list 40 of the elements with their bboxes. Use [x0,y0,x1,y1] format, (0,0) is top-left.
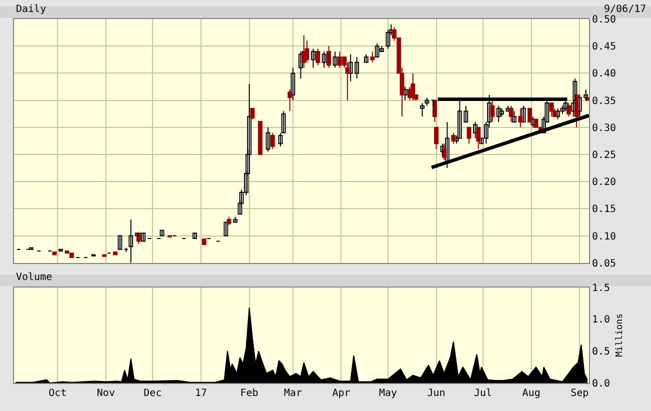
x-tick-label: Aug [522,388,540,399]
candlestick [224,222,228,236]
y-tick-label: 0.45 [592,42,616,53]
x-tick-label: Sep [570,388,589,399]
x-tick-label: May [378,388,398,399]
x-tick-label: Jul [474,388,492,399]
candlestick [69,252,74,258]
y-tick-label: 0.10 [592,231,616,242]
x-tick-label: Mar [284,388,302,399]
text: 9/06/17 [604,4,646,15]
y-tick-label: 0.40 [592,68,616,80]
y-tick-label: 0.20 [592,177,616,188]
candlestick [528,108,532,122]
chart-title: Volume [16,272,52,283]
chart-title: Daily [16,4,46,15]
x-tick-label: Nov [96,388,115,399]
x-tick-label: 17 [194,388,208,399]
candlestick [113,252,118,256]
candlestick [258,120,262,155]
y-tick-label: 0.25 [592,150,616,161]
y-tick-label: 1.5 [592,282,610,294]
y-tick-label: 0.30 [592,122,616,134]
x-tick-label: Apr [332,388,350,399]
y-tick-label: 0.5 [592,346,610,358]
y-tick-label: 0.35 [592,96,616,107]
y-tick-label: 0.50 [592,14,616,26]
candlestick [118,235,122,250]
y-axis-title: Millions [614,313,625,357]
x-tick-label: Dec [144,388,162,399]
y-tick-label: 0.0 [592,378,610,390]
candlestick [141,232,146,242]
x-tick-label: Oct [48,388,67,399]
y-tick-label: 0.15 [592,204,616,216]
y-tick-label: 0.05 [592,258,616,270]
candlestick [192,232,197,239]
candlestick [52,252,57,256]
y-tick-label: 1.0 [592,314,610,326]
x-tick-label: Feb [240,388,258,399]
candlestick [160,230,164,236]
x-tick-label: Jun [427,388,446,399]
